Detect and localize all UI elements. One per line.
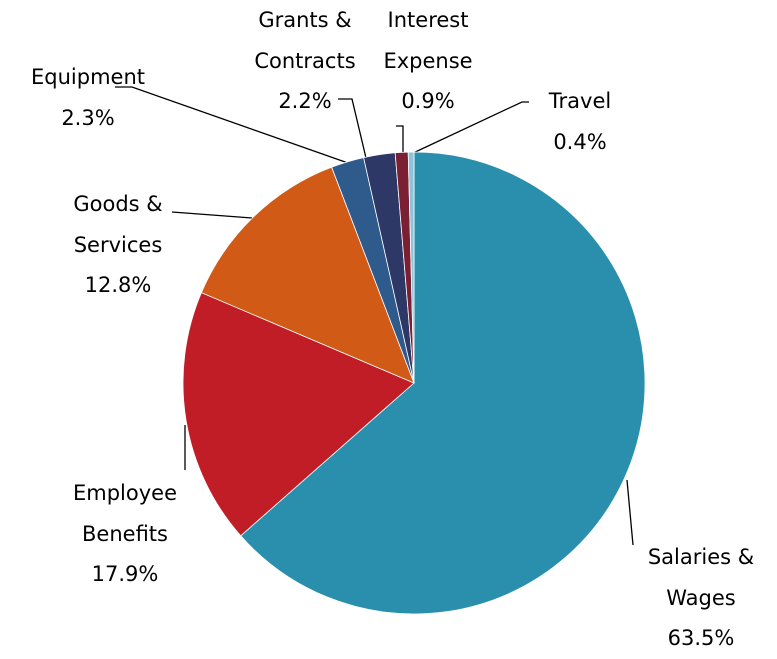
slice-label: Travel 0.4% <box>540 81 620 162</box>
leader-line <box>338 98 367 159</box>
slice-label: Employee Benefits 17.9% <box>55 473 195 595</box>
leader-line <box>115 86 349 164</box>
category-label: Interest Expense <box>383 8 473 73</box>
category-label: Equipment <box>31 65 145 89</box>
slice-label: Goods & Services 12.8% <box>63 184 173 306</box>
category-label: Employee Benefits <box>72 481 177 546</box>
leader-line <box>626 479 634 546</box>
value-label: 0.4% <box>553 129 607 154</box>
leader-line <box>410 101 529 155</box>
pie-slice <box>200 166 415 384</box>
leader-line <box>396 125 404 156</box>
slice-label: Equipment 2.3% <box>23 57 153 138</box>
slice-label: Salaries & Wages 63.5% <box>641 537 761 659</box>
slice-label: Grants & Contracts 2.2% <box>250 0 360 122</box>
leader-lines <box>115 86 634 546</box>
chart <box>115 86 646 615</box>
value-label: 12.8% <box>84 273 152 297</box>
page: {"chart_data": {"type": "pie", "categori… <box>23 0 755 650</box>
pie-slice <box>182 292 415 537</box>
leader-line <box>171 211 253 219</box>
value-label: 0.9% <box>401 89 455 113</box>
pie-slice <box>240 151 646 615</box>
value-label: 2.2% <box>278 89 332 113</box>
category-label: Travel <box>548 89 612 113</box>
value-label: 17.9% <box>91 562 159 586</box>
value-label: 63.5% <box>667 626 735 650</box>
category-label: Salaries & Wages <box>647 545 755 610</box>
category-label: Goods & Services <box>73 192 163 257</box>
value-label: 2.3% <box>61 105 115 130</box>
slice-label: Interest Expense 0.9% <box>368 0 488 122</box>
pie-slice <box>407 151 415 384</box>
category-label: Grants & Contracts <box>254 8 356 73</box>
